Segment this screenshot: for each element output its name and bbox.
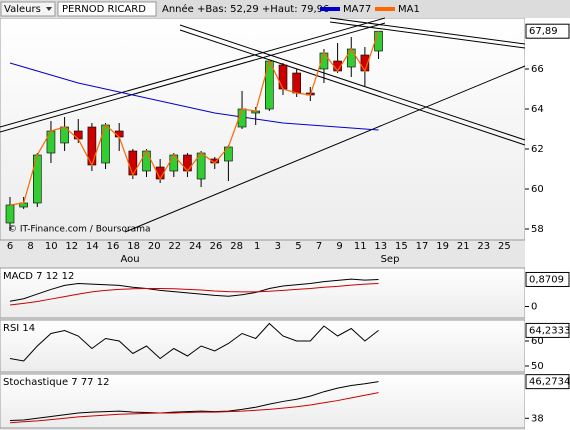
axis-panel bbox=[525, 18, 570, 430]
candle-body bbox=[346, 48, 356, 68]
stock-name: PERNOD RICARD bbox=[62, 4, 146, 15]
indicator-line bbox=[9, 381, 379, 421]
x-tick-label: 5 bbox=[295, 241, 301, 252]
candle-body bbox=[224, 146, 233, 162]
legend-label: MA77 bbox=[343, 4, 371, 15]
candle-body bbox=[101, 124, 110, 164]
year-range: Année +Bas: 52,29 +Haut: 79,96 bbox=[162, 3, 329, 15]
stock-box bbox=[57, 1, 157, 17]
x-tick-label: 24 bbox=[189, 241, 202, 252]
x-tick-label: 1 bbox=[254, 241, 260, 252]
legend-label: MA1 bbox=[398, 4, 420, 15]
indicator-line bbox=[9, 322, 379, 362]
last-value-label: 67,89 bbox=[529, 26, 558, 37]
x-tick-label: 16 bbox=[107, 241, 120, 252]
credit: © IT-Finance.com / Boursorama bbox=[8, 225, 150, 235]
x-tick-label: 12 bbox=[65, 241, 78, 252]
x-tick-label: 6 bbox=[7, 241, 13, 252]
main-plot bbox=[0, 17, 526, 241]
month-label: Sep bbox=[381, 254, 400, 265]
candle-body bbox=[73, 130, 83, 140]
y-tick-label: 58 bbox=[531, 224, 544, 235]
candle-body bbox=[278, 64, 288, 90]
x-tick-label: 17 bbox=[416, 241, 429, 252]
indicator-line bbox=[9, 392, 379, 424]
x-tick-label: 26 bbox=[210, 241, 223, 252]
x-tick-label: 10 bbox=[45, 241, 58, 252]
y-tick-label: 0 bbox=[531, 302, 537, 313]
trend-lines bbox=[0, 17, 526, 233]
last-value-box bbox=[525, 374, 570, 390]
last-value-box bbox=[525, 271, 570, 287]
y-tick-label: 50 bbox=[531, 361, 544, 372]
x-tick-label: 15 bbox=[395, 241, 408, 252]
last-value-box bbox=[525, 23, 570, 39]
x-tick-label: 11 bbox=[354, 241, 367, 252]
x-tick-label: 25 bbox=[498, 241, 511, 252]
legend-swatch bbox=[375, 7, 395, 11]
last-value-label: 0,8709 bbox=[529, 274, 564, 285]
x-tick-label: 13 bbox=[374, 241, 387, 252]
last-value-box bbox=[525, 322, 570, 338]
y-tick-label: 60 bbox=[531, 184, 544, 195]
selector[interactable] bbox=[0, 1, 56, 17]
x-tick-label: 9 bbox=[336, 241, 342, 252]
legend-swatch bbox=[320, 7, 340, 11]
macd-plot bbox=[0, 267, 526, 319]
ma-line bbox=[9, 31, 380, 206]
candle-body bbox=[32, 154, 42, 204]
candle-body bbox=[142, 150, 151, 172]
rsi-plot bbox=[0, 319, 526, 373]
x-tick-label: 14 bbox=[86, 241, 99, 252]
x-tick-label: 23 bbox=[477, 241, 490, 252]
dropdown-arrow bbox=[46, 7, 52, 11]
indicator-line bbox=[9, 283, 379, 306]
x-tick-label: 20 bbox=[148, 241, 161, 252]
x-tick-label: 19 bbox=[436, 241, 449, 252]
x-tick-label: 8 bbox=[27, 241, 33, 252]
candle-body bbox=[292, 72, 301, 94]
x-tick-label: 21 bbox=[457, 241, 470, 252]
y-tick-label: 64 bbox=[531, 104, 544, 115]
x-tick-label: 22 bbox=[168, 241, 181, 252]
last-value-label: 64,2333 bbox=[529, 325, 570, 336]
month-label: Aou bbox=[120, 254, 139, 265]
x-tick-label: 18 bbox=[127, 241, 140, 252]
panel-title: RSI 14 bbox=[3, 323, 35, 334]
selector-label: Valeurs bbox=[4, 4, 41, 15]
x-tick-label: 3 bbox=[275, 241, 281, 252]
x-tick-label: 7 bbox=[316, 241, 322, 252]
last-value-label: 46,2734 bbox=[529, 377, 570, 388]
panel-title: Stochastique 7 77 12 bbox=[3, 377, 109, 388]
candle-body bbox=[5, 204, 15, 224]
y-tick-label: 38 bbox=[531, 413, 544, 424]
ma-line bbox=[9, 62, 379, 131]
y-tick-label: 66 bbox=[531, 64, 544, 75]
y-tick-label: 60 bbox=[531, 336, 544, 347]
candle-body bbox=[128, 150, 138, 176]
indicator-line bbox=[9, 278, 379, 302]
candle-body bbox=[46, 130, 56, 154]
y-tick-label: 62 bbox=[531, 144, 544, 155]
candle-body bbox=[265, 60, 274, 110]
panel-title: MACD 7 12 12 bbox=[3, 271, 74, 282]
x-tick-label: 28 bbox=[230, 241, 243, 252]
